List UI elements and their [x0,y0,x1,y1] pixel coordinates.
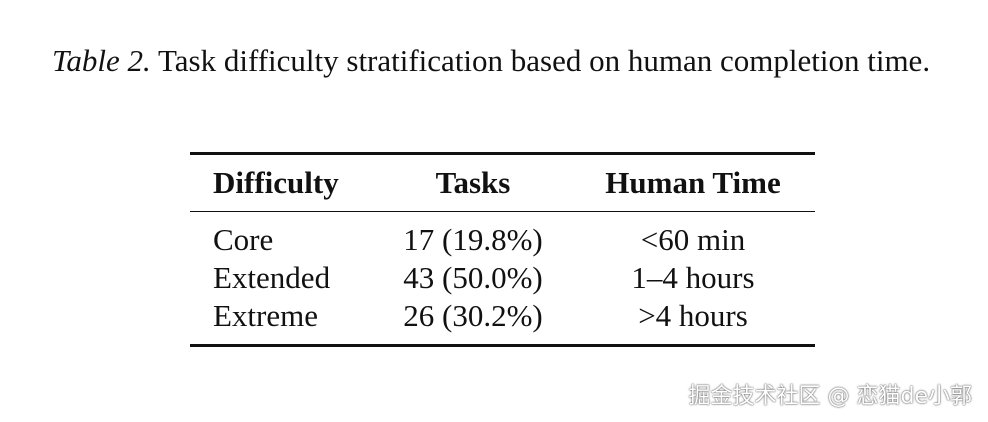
caption-label: Table 2. [52,43,151,78]
table: Difficulty Tasks Human Time Core 17 (19.… [190,152,815,347]
table-caption: Table 2. Task difficulty stratification … [52,42,957,80]
cell: Extreme [213,298,319,333]
table-row: Core 17 (19.8%) <60 min [190,212,815,260]
cell: 43 (50.0%) [403,260,543,295]
table-row: Extended 43 (50.0%) 1–4 hours [190,259,815,297]
column-header: Difficulty [213,165,339,200]
cell: 26 (30.2%) [403,298,543,333]
table-body: Core 17 (19.8%) <60 min Extended 43 (50.… [190,212,815,346]
cell: 17 (19.8%) [403,222,543,257]
caption-text: Task difficulty stratification based on … [157,43,931,78]
table-row: Extreme 26 (30.2%) >4 hours [190,297,815,346]
column-header: Human Time [605,165,781,200]
column-header: Tasks [435,165,511,200]
watermark: 掘金技术社区 @ 恋猫de小郭 [688,384,973,409]
cell: 1–4 hours [631,260,755,295]
table-header: Difficulty Tasks Human Time [190,153,815,212]
cell: >4 hours [638,298,748,333]
header-row: Difficulty Tasks Human Time [190,153,815,212]
cell: Extended [213,260,331,295]
cell: Core [213,222,274,257]
cell: <60 min [640,222,746,257]
